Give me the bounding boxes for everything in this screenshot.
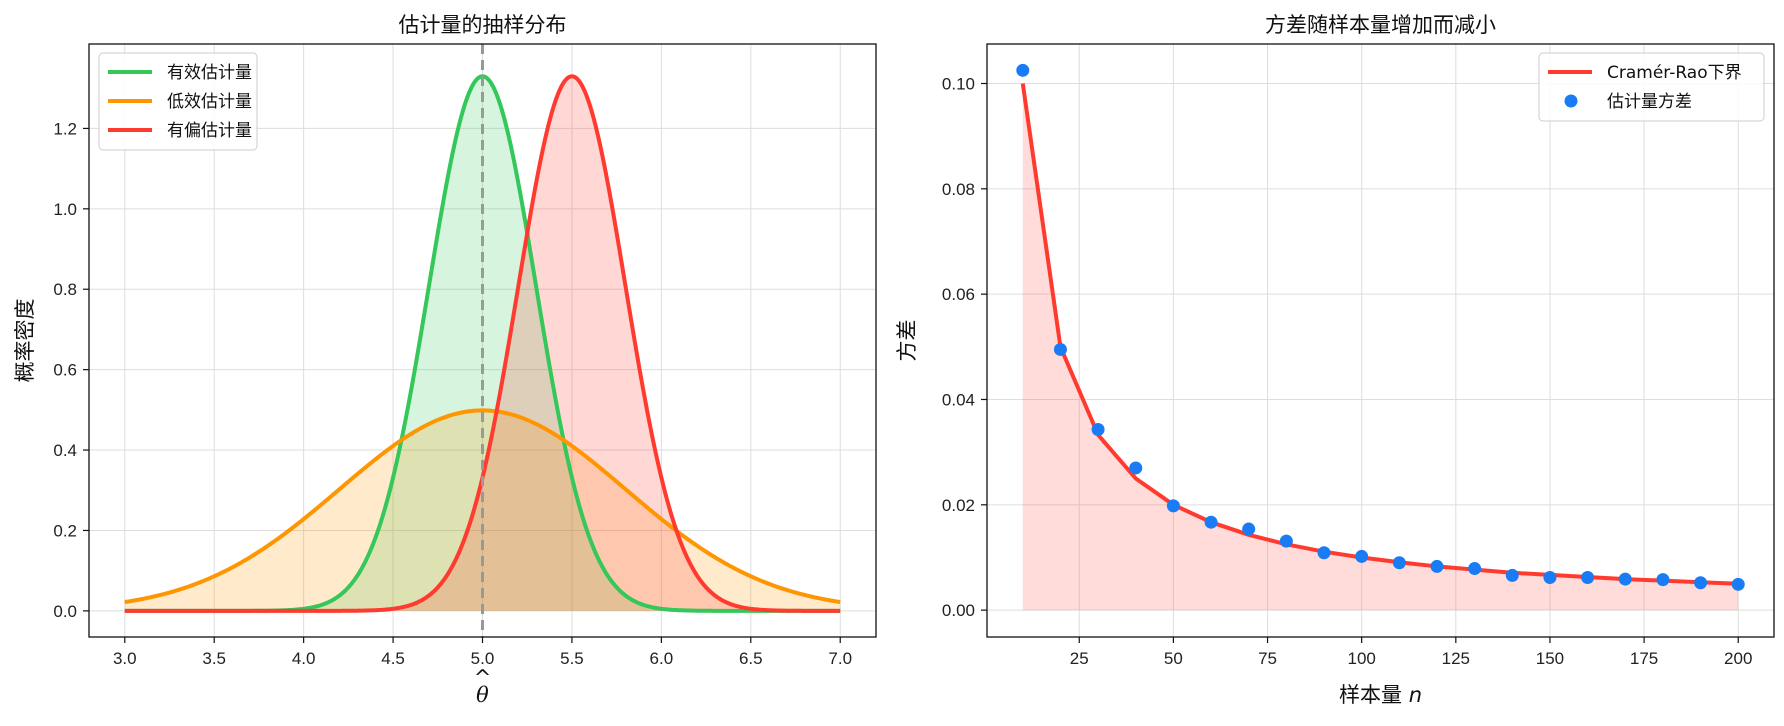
ticks: 3.0 3.5 4.0 4.5 5.0 5.5 6.0 6.5 7.0 0.0 0.2 0.4 0.6 0…	[53, 119, 852, 668]
x-axis-label: θ	[476, 683, 489, 707]
variance-point	[1694, 576, 1708, 590]
y-tick-label: 0.06	[942, 285, 975, 304]
variance-point	[1430, 559, 1444, 573]
y-tick-label: 0.4	[53, 441, 77, 460]
y-tick-label: 1.2	[53, 119, 77, 138]
variance-point	[1016, 63, 1030, 77]
chart-title: 估计量的抽样分布	[399, 13, 567, 37]
x-axis-symbol: n	[1409, 683, 1422, 707]
chart-title: 方差随样本量增加而减小	[1265, 13, 1496, 37]
variance-point	[1505, 568, 1519, 582]
y-axis-label: 方差	[895, 320, 919, 362]
legend-label: 有偏估计量	[167, 121, 252, 141]
x-tick-label: 5.5	[560, 649, 584, 668]
plot-area	[124, 44, 841, 637]
x-tick-label: 125	[1442, 649, 1470, 668]
legend-item: 有偏估计量	[108, 121, 252, 141]
x-tick-label: 5.0	[471, 649, 495, 668]
series-fill	[124, 76, 841, 611]
x-tick-label: 7.0	[828, 649, 852, 668]
variance-point	[1091, 423, 1105, 437]
y-tick-label: 1.0	[53, 200, 77, 219]
ticks: 25 50 75 100 125 150 175 200 0.00 0.02 0.04 0.06 0.0…	[942, 74, 1753, 668]
series-fill	[124, 76, 841, 611]
legend-item: Cramér-Rao下界	[1548, 63, 1742, 83]
legend-box	[98, 52, 258, 151]
plot-area	[1016, 63, 1745, 611]
variance-point	[1053, 342, 1067, 356]
variance-point	[1166, 499, 1180, 513]
legend-label: Cramér-Rao下界	[1607, 63, 1742, 83]
x-axis-label: 样本量 n	[1339, 683, 1422, 707]
legend-item: 有效估计量	[108, 63, 252, 83]
legend-item: 低效估计量	[108, 92, 252, 112]
y-tick-label: 0.10	[942, 74, 975, 93]
y-tick-label: 0.6	[53, 361, 77, 380]
x-tick-label: 3.0	[113, 649, 137, 668]
variance-point	[1392, 556, 1406, 570]
variance-point	[1581, 570, 1595, 584]
legend-item: 估计量方差	[1564, 92, 1692, 112]
x-axis-symbol: θ	[476, 683, 489, 707]
y-tick-label: 0.08	[942, 180, 975, 199]
left-chart-panel: 3.0 3.5 4.0 4.5 5.0 5.5 6.0 6.5 7.0 0.0 0.2 0.4 0.6 0…	[13, 13, 877, 707]
x-axis-hat: ^	[474, 666, 492, 690]
variance-point	[1317, 546, 1331, 560]
x-tick-label: 75	[1258, 649, 1277, 668]
y-tick-label: 0.2	[53, 521, 77, 540]
legend-box	[1538, 52, 1765, 122]
x-tick-label: 150	[1536, 649, 1564, 668]
crlb-fill	[1022, 83, 1739, 611]
y-tick-label: 0.8	[53, 280, 77, 299]
y-axis-label: 概率密度	[13, 299, 37, 383]
variance-point	[1618, 572, 1632, 586]
legend-marker	[1564, 94, 1578, 108]
right-chart-panel: 25 50 75 100 125 150 175 200 0.00 0.02 0.04 0.06 0.0…	[895, 13, 1775, 707]
x-tick-label: 6.0	[650, 649, 674, 668]
variance-point	[1279, 534, 1293, 548]
variance-point	[1242, 522, 1256, 536]
x-tick-label: 4.5	[381, 649, 405, 668]
x-tick-label: 175	[1630, 649, 1658, 668]
x-tick-label: 4.0	[292, 649, 316, 668]
variance-point	[1468, 562, 1482, 576]
variance-point	[1656, 573, 1670, 587]
legend-label: 估计量方差	[1607, 92, 1692, 112]
y-tick-label: 0.02	[942, 496, 975, 515]
x-tick-label: 25	[1070, 649, 1089, 668]
x-axis-text: 样本量	[1339, 683, 1409, 707]
x-tick-label: 50	[1164, 649, 1183, 668]
legend-label: 有效估计量	[167, 63, 252, 83]
axes-frame	[986, 43, 1775, 638]
legend-label: 低效估计量	[167, 92, 252, 112]
x-tick-label: 6.5	[739, 649, 763, 668]
variance-point	[1543, 570, 1557, 584]
y-tick-label: 0.0	[53, 602, 77, 621]
variance-point	[1204, 515, 1218, 529]
y-tick-label: 0.04	[942, 390, 975, 409]
variance-point	[1731, 577, 1745, 591]
variance-point	[1355, 549, 1369, 563]
variance-point	[1129, 461, 1143, 475]
x-tick-label: 100	[1347, 649, 1375, 668]
y-tick-label: 0.00	[942, 601, 975, 620]
x-tick-label: 200	[1724, 649, 1752, 668]
x-tick-label: 3.5	[202, 649, 226, 668]
series-line	[124, 408, 841, 605]
